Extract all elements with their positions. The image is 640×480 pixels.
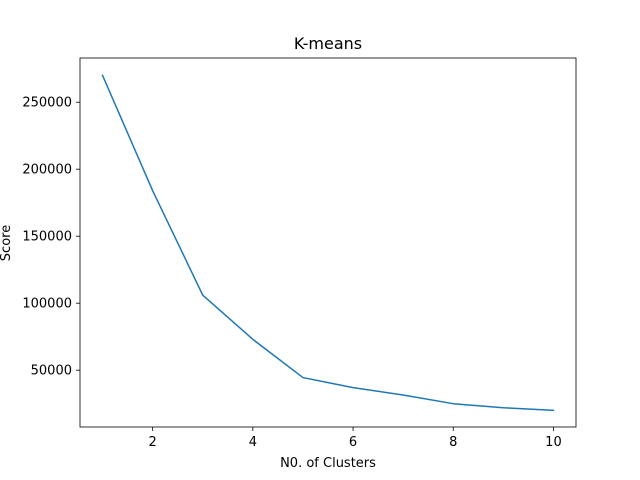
plot-area: 2 4 6 8 10 50000 100000 150000 200000 250000 [22,57,577,450]
x-tick-label: 6 [349,435,357,450]
y-tick-label: 100000 [22,297,72,312]
y-tick-label: 50000 [31,364,72,379]
y-tick-label: 200000 [22,163,72,178]
series-line-0 [101,74,555,412]
x-tick-label: 4 [249,435,257,450]
chart-title: K-means [294,34,362,53]
x-tick-label: 8 [449,435,457,450]
y-tick-label: 150000 [22,230,72,245]
y-axis-title: Score [0,225,14,261]
x-tick-label: 2 [149,435,157,450]
x-tick-label: 10 [545,435,562,450]
y-tick-label: 250000 [22,96,72,111]
plot-frame [79,57,577,428]
x-axis-title: N0. of Clusters [280,456,376,471]
